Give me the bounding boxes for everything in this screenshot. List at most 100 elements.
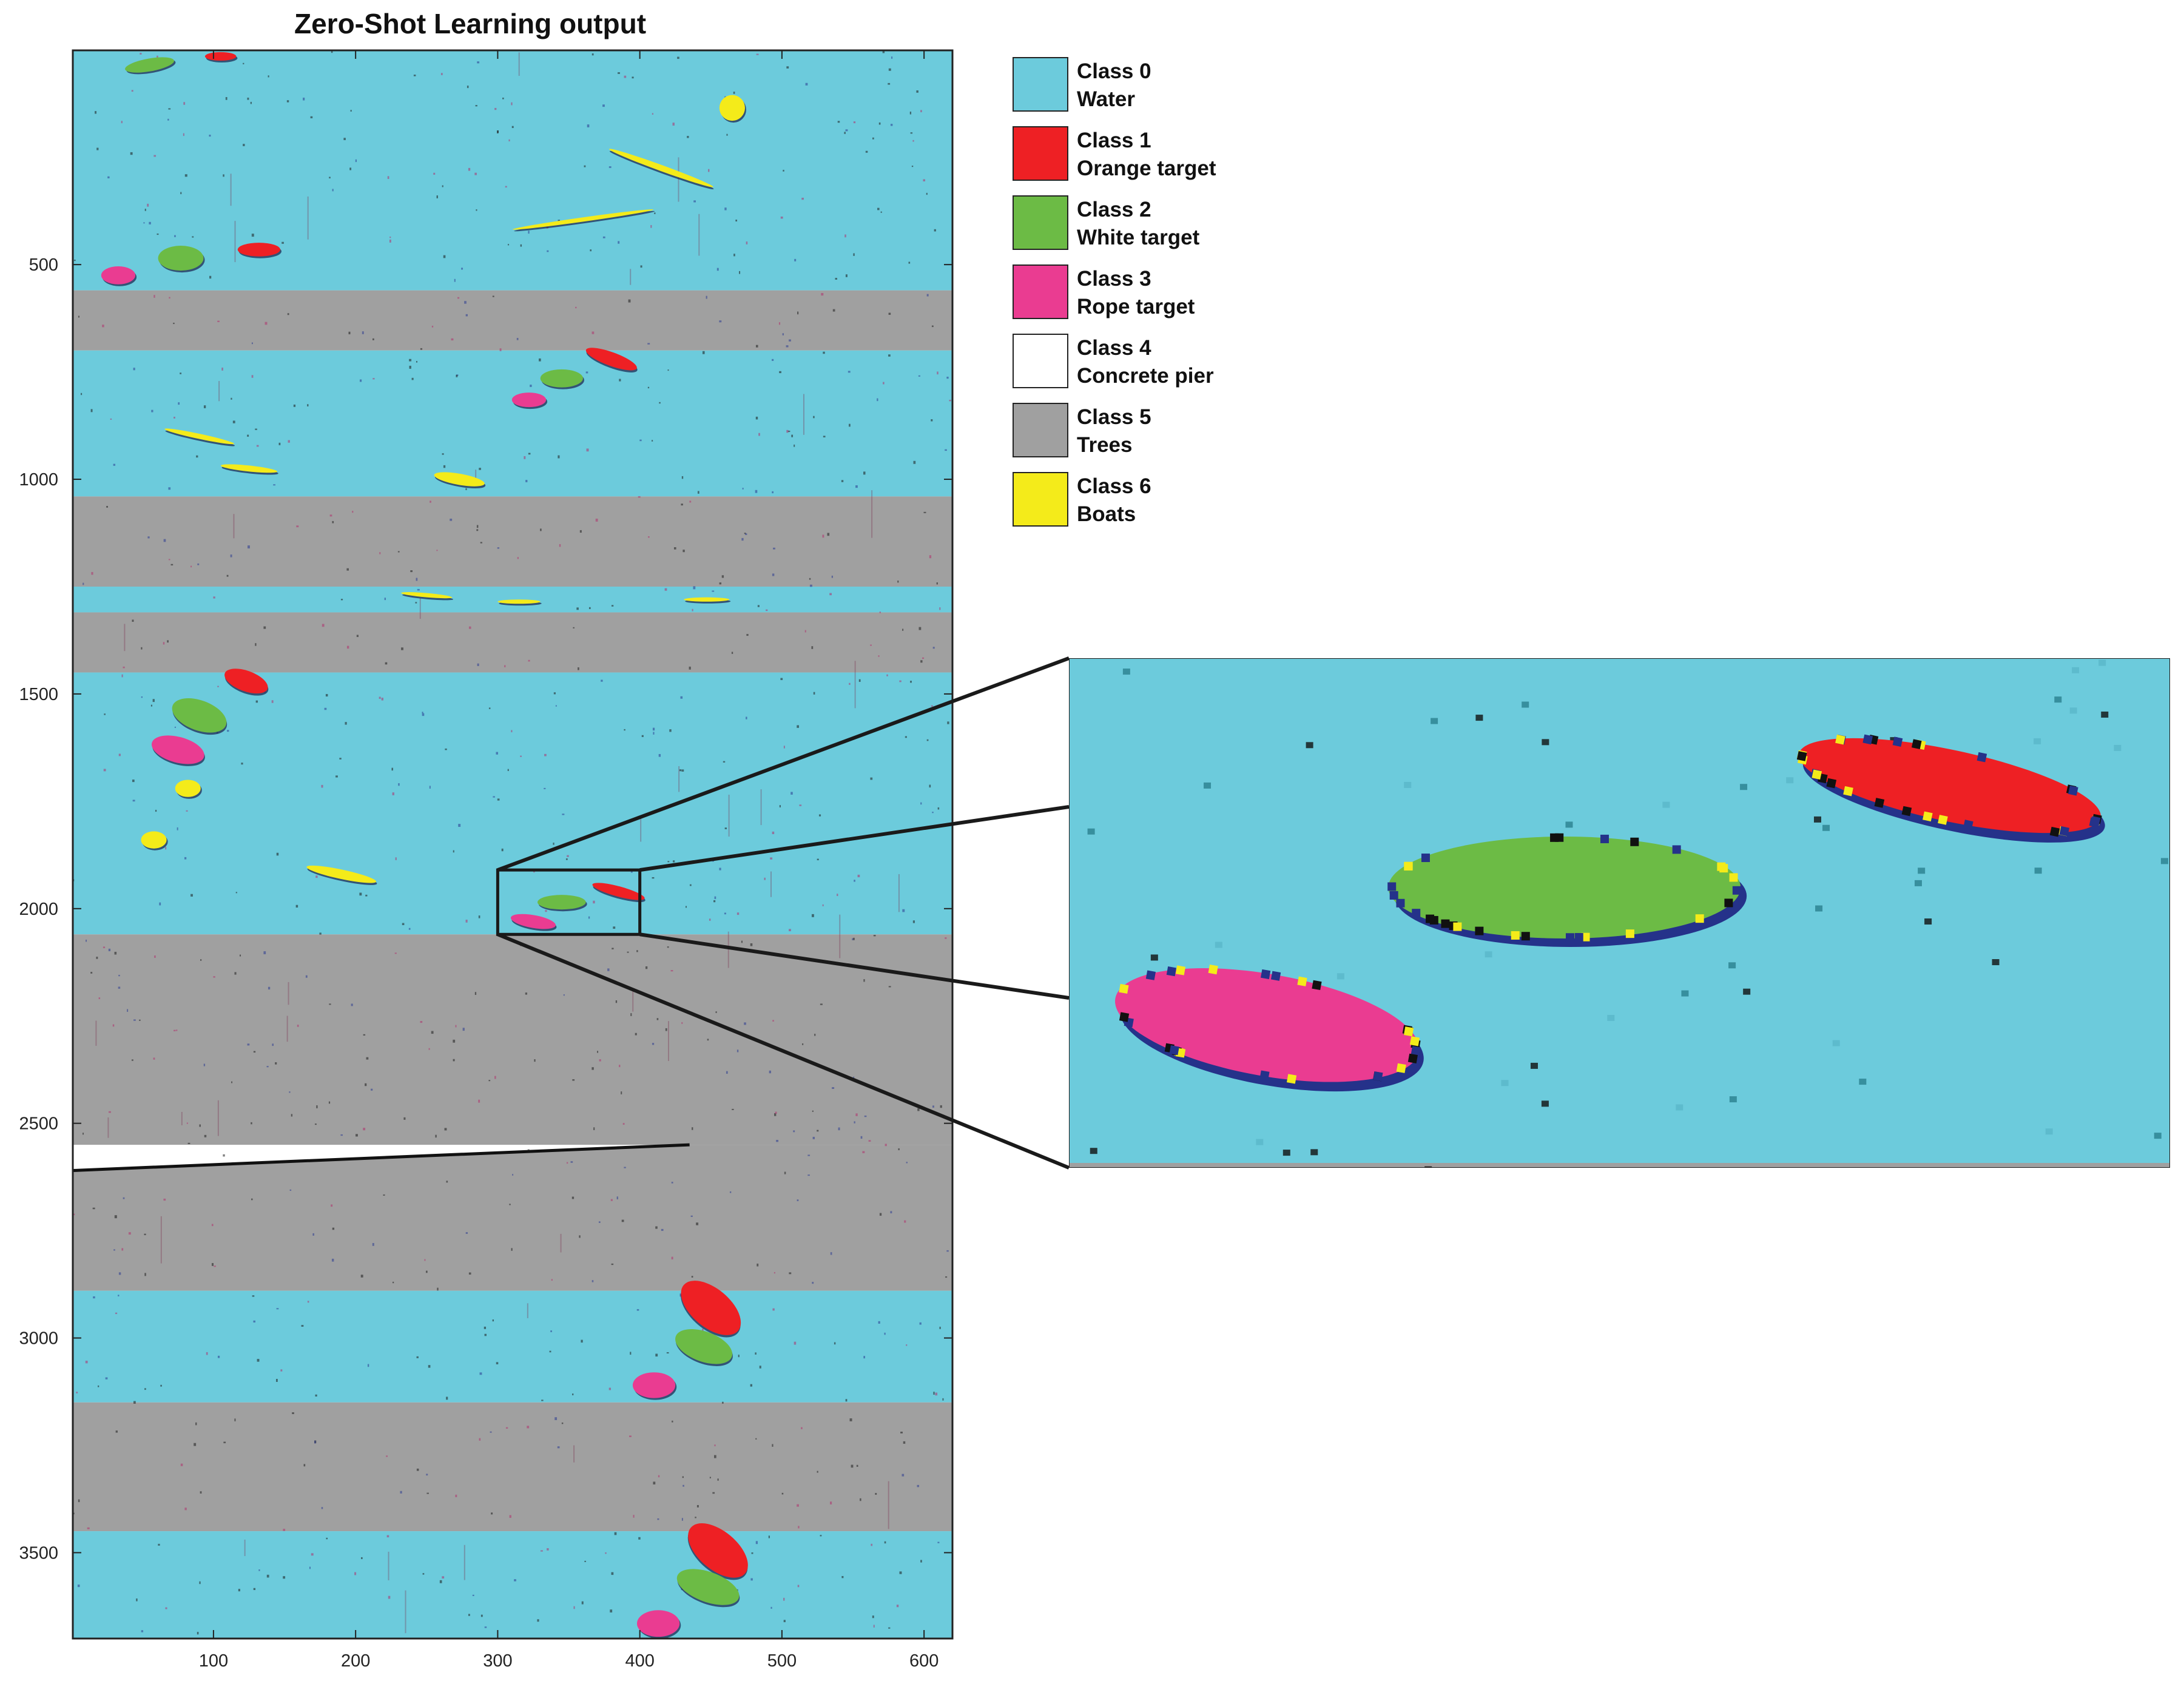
speckle [87,1527,90,1529]
zoom-speckle [1728,962,1736,969]
speckle [618,72,620,74]
speckle [888,83,891,85]
speckle [155,809,157,812]
speckle [811,646,814,649]
plot-frame [72,49,954,1640]
speckle [540,528,542,531]
speckle [113,463,116,466]
speckle [118,753,121,756]
zoom-edge-pixel [1812,769,1822,780]
speckle [251,375,254,378]
speckle [768,1535,770,1538]
speckle [240,954,241,957]
legend-class-label: Class 6 [1077,474,1151,498]
speckle [658,753,661,757]
streak [244,1539,246,1557]
speckle [314,1123,317,1125]
speckle [554,1417,558,1420]
speckle [898,1148,900,1151]
speckle [939,1326,941,1329]
object-blob [537,895,586,910]
zoom-speckle [1122,669,1130,675]
speckle [832,309,835,312]
zoom-speckle [1282,1150,1290,1156]
speckle [854,1121,855,1123]
zoom-edge-pixel [1874,798,1885,808]
zoom-speckle [1565,821,1573,828]
speckle [479,1438,481,1441]
speckle [823,436,826,437]
speckle [286,100,289,103]
speckle [656,1018,659,1020]
object-blob [592,883,645,900]
zoom-edge-pixel [1862,734,1873,745]
speckle [424,1259,426,1261]
object-5 [158,246,205,273]
speckle [945,1276,948,1278]
speckle [613,926,616,929]
speckle [159,902,161,906]
speckle [303,1464,306,1467]
speckle [920,1560,922,1563]
zoom-edge-pixel [1119,983,1129,994]
streak [560,1233,562,1253]
speckle [689,884,692,886]
speckle [180,1463,183,1466]
speckle [587,124,590,127]
speckle [247,97,249,100]
zoom-speckle [1743,988,1751,995]
object-blob [636,1610,680,1637]
speckle [367,1364,369,1367]
speckle [384,598,386,601]
speckle [400,1491,402,1494]
speckle [912,140,914,142]
speckle [853,1076,855,1078]
zoom-speckle [1501,1080,1509,1086]
zoom-edge-pixel [1412,909,1421,918]
speckle [497,547,500,549]
speckle [186,1122,188,1124]
speckle [739,271,741,274]
speckle [736,1049,739,1053]
zoom-speckle [2098,659,2106,666]
streak [728,794,730,837]
speckle [416,1356,419,1358]
speckle [645,966,648,969]
speckle [465,920,468,923]
speckle [141,647,143,650]
speckle [923,511,926,513]
speckle [402,923,405,925]
speckle [937,807,940,810]
speckle [403,1117,406,1120]
speckle [426,1492,429,1494]
speckle [168,108,171,110]
speckle [681,769,684,772]
speckle [633,1515,635,1518]
speckle [251,342,253,345]
speckle [573,1606,575,1609]
speckle [479,468,481,470]
speckle [397,551,400,553]
class-band-4 [73,586,952,613]
speckle [398,783,400,786]
plot-area [73,50,952,1639]
zoom-edge-pixel [1119,1012,1130,1022]
zoom-speckle [1431,718,1438,724]
speckle [584,1560,586,1562]
zoom-speckle [2072,667,2080,673]
speckle [890,1211,892,1214]
speckle [167,118,169,121]
object-blob [540,369,583,388]
speckle [841,480,844,482]
zoom-line [639,932,1070,1000]
speckle [789,929,791,932]
legend-class-name: Trees [1077,433,1132,457]
speckle [243,144,245,146]
speckle [593,900,595,904]
speckle [906,1162,908,1164]
speckle [492,1319,494,1322]
speckle [835,278,837,280]
speckle [789,339,791,342]
speckle [772,1444,774,1447]
speckle [805,83,808,86]
